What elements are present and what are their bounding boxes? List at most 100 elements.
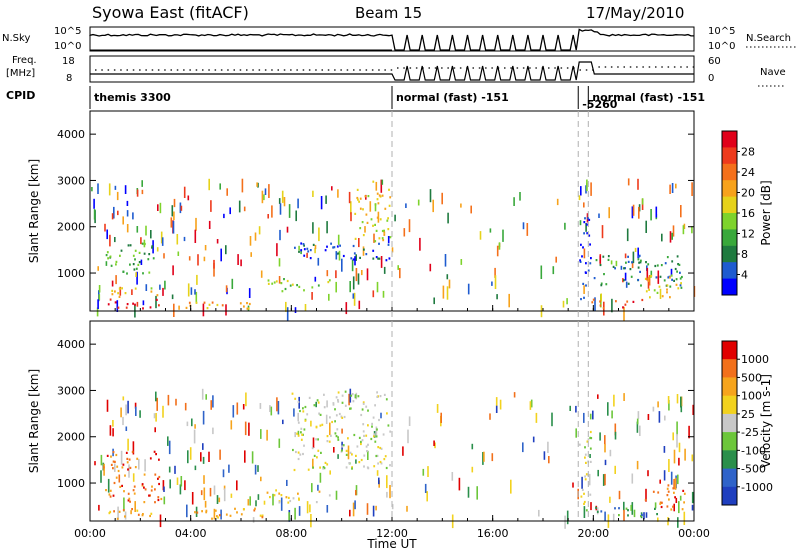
- colorbar-tick-label: -100: [741, 444, 766, 457]
- data-cell: [135, 272, 137, 277]
- data-cell: [325, 414, 328, 424]
- y-tick-label: 2000: [57, 221, 85, 234]
- nsearch-tick-bottom: 10^0: [708, 41, 735, 52]
- data-cell: [275, 489, 277, 492]
- data-cell: [134, 303, 136, 306]
- data-cell: [279, 229, 281, 241]
- nave-label: Nave: [760, 67, 786, 78]
- data-cell: [139, 410, 141, 418]
- data-cell: [610, 260, 613, 265]
- data-cell: [379, 195, 382, 198]
- nsky-label: N.Sky: [2, 33, 30, 44]
- data-cell: [294, 507, 296, 520]
- data-cell: [151, 485, 153, 488]
- data-cell: [581, 255, 583, 258]
- data-cell: [656, 291, 659, 294]
- data-cell: [328, 494, 331, 497]
- data-cell: [283, 197, 286, 207]
- data-cell: [113, 206, 115, 219]
- data-cell: [672, 432, 674, 441]
- data-cell: [638, 206, 640, 219]
- data-cell: [108, 493, 111, 496]
- data-cell: [625, 281, 628, 288]
- data-cell: [106, 399, 109, 412]
- data-cell: [681, 275, 683, 279]
- x-tick-label: 00:00: [74, 527, 106, 540]
- data-cell: [205, 509, 208, 512]
- data-cell: [494, 275, 497, 289]
- data-cell: [128, 497, 131, 500]
- data-cell: [354, 256, 356, 266]
- data-cell: [202, 456, 205, 464]
- data-cell: [314, 276, 317, 282]
- data-cell: [658, 411, 661, 423]
- data-cell: [353, 292, 356, 306]
- data-cell: [691, 226, 693, 234]
- data-cell: [358, 300, 361, 310]
- data-cell: [349, 281, 351, 293]
- data-cell: [244, 421, 247, 436]
- data-cell: [663, 279, 666, 282]
- data-cell: [124, 292, 127, 295]
- data-cell: [629, 268, 632, 271]
- data-cell: [257, 494, 260, 500]
- data-cell: [201, 388, 204, 400]
- data-cell: [328, 293, 330, 301]
- data-cell: [361, 270, 363, 276]
- data-cell: [377, 202, 380, 205]
- data-cell: [363, 465, 365, 468]
- data-cell: [293, 408, 295, 417]
- velocity-colorbar-label: Velocity [m s-1]: [759, 374, 773, 468]
- data-cell: [97, 299, 99, 309]
- nsky-panel: N.Sky 10^5 10^0 10^5 10^0 N.Search: [2, 26, 798, 52]
- data-cell: [243, 508, 245, 511]
- data-cell: [583, 296, 585, 299]
- data-cell: [157, 477, 159, 480]
- data-cell: [583, 492, 585, 495]
- data-cell: [692, 404, 694, 415]
- data-cell: [183, 236, 186, 242]
- data-cell: [627, 509, 629, 512]
- data-cell: [286, 307, 289, 321]
- data-cell: [93, 209, 96, 220]
- data-cell: [185, 306, 188, 309]
- data-cell: [363, 248, 365, 251]
- data-cell: [660, 505, 663, 509]
- data-cell: [172, 265, 174, 276]
- data-cell: [297, 430, 300, 435]
- data-cell: [669, 231, 672, 243]
- data-cell: [200, 490, 203, 496]
- data-cell: [116, 191, 119, 201]
- data-cell: [365, 213, 368, 216]
- colorbar-tick-label: 25: [741, 408, 755, 421]
- freq-trace: [90, 61, 695, 81]
- data-cell: [583, 232, 585, 235]
- data-cell: [664, 262, 667, 265]
- data-cell: [169, 479, 171, 489]
- data-cell: [584, 475, 586, 478]
- data-cell: [312, 466, 314, 469]
- data-cell: [671, 232, 673, 240]
- data-cell: [583, 502, 585, 505]
- data-cell: [289, 284, 292, 287]
- data-cell: [476, 486, 478, 500]
- data-cell: [271, 205, 273, 218]
- data-cell: [604, 435, 606, 445]
- data-cell: [136, 226, 139, 233]
- data-cell: [679, 271, 681, 274]
- data-cell: [313, 454, 316, 457]
- data-cell: [522, 442, 524, 453]
- data-cell: [98, 504, 100, 511]
- data-cell: [513, 197, 515, 206]
- data-cell: [107, 257, 109, 260]
- data-cell: [658, 285, 661, 288]
- data-cell: [295, 210, 297, 222]
- data-cell: [691, 182, 693, 196]
- data-cell: [373, 433, 376, 436]
- data-cell: [347, 437, 349, 440]
- data-cell: [352, 400, 355, 403]
- data-cell: [594, 297, 596, 311]
- data-cell: [640, 259, 642, 262]
- data-cell: [489, 413, 491, 420]
- data-cell: [314, 244, 317, 250]
